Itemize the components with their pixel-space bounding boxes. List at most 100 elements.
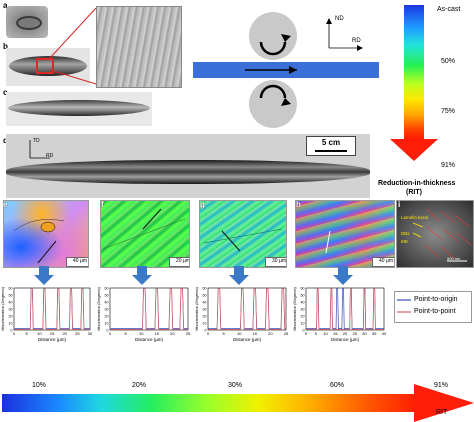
plot-ytick-g: 40	[203, 300, 207, 304]
down-arrow-e	[34, 266, 54, 285]
bottom-rit-tick-30: 30%	[228, 382, 243, 389]
plot-xtick-g: 20	[268, 331, 273, 336]
plot-xtick-h: 40	[382, 331, 387, 336]
plot-ytick-f: 30	[105, 307, 109, 311]
plot-frame-f	[109, 287, 189, 331]
sample-d-rd: RD	[46, 153, 54, 159]
series-point-to-origin-f	[110, 288, 188, 329]
down-arrow-f	[132, 266, 152, 285]
rit-arrowhead	[390, 139, 438, 161]
panel-label-b: b	[3, 42, 8, 51]
plot-ytick-h: 0	[303, 328, 305, 332]
plot-xtick-e: 30	[88, 331, 93, 336]
bottom-rit-tick-91: 91%	[434, 382, 449, 389]
plot-xtick-h: 30	[362, 331, 367, 336]
bottom-roll	[249, 80, 297, 128]
plot-ytick-e: 30	[9, 307, 13, 311]
bottom-rit-tick-10: 10%	[32, 382, 47, 389]
tem-image-i: Lamella bond DBs MB 500 nm	[396, 200, 474, 268]
scale-f: 20 µm	[169, 257, 189, 267]
top-roll	[249, 12, 297, 60]
bottom-rit-arrowhead	[414, 384, 474, 422]
rit-label-as-cast: As-cast	[437, 6, 461, 13]
down-arrow-g	[229, 266, 249, 285]
scale-h: 40 µm	[372, 257, 394, 267]
panel-label-i: i	[398, 200, 401, 209]
plot-ytick-g: 60	[203, 286, 207, 290]
ebsd-map-f: 20 µm	[100, 200, 190, 268]
plot-frame-g	[207, 287, 287, 331]
scale-box-d: 5 cm	[306, 136, 356, 156]
down-arrows	[34, 266, 353, 285]
plot-xtick-g: 5	[222, 331, 225, 336]
panel-label-e: e	[3, 200, 8, 209]
plot-ytick-h: 50	[301, 293, 305, 297]
plot-ytick-h: 20	[301, 314, 305, 318]
tem-annot-lamella: Lamella bond	[401, 215, 429, 220]
bottom-rit-tick-20: 20%	[132, 382, 147, 389]
panel-label-c: c	[3, 88, 7, 97]
panel-label-g: g	[200, 200, 205, 209]
legend-point-to-point: Point-to-point	[414, 308, 456, 315]
plot-ytick-f: 50	[105, 293, 109, 297]
plot-ytick-g: 20	[203, 314, 207, 318]
plot-xtick-e: 5	[26, 331, 29, 336]
plot-xtick-f: 25	[186, 331, 191, 336]
rolling-schematic	[193, 12, 379, 128]
plot-ytick-f: 0	[107, 328, 109, 332]
rit-gradient-shaft	[404, 5, 424, 140]
plot-xtick-g: 10	[237, 331, 242, 336]
plot-ytick-h: 40	[301, 300, 305, 304]
series-point-to-point-g	[208, 288, 286, 330]
scale-g: 30 µm	[265, 257, 286, 267]
tem-annot-dbs: DBs	[401, 231, 410, 236]
plot-xlabel-f: Distance (µm)	[135, 337, 164, 342]
plot-xtick-f: 20	[170, 331, 175, 336]
photo-c-rolled-strip	[6, 92, 152, 126]
scale-e: 40 µm	[66, 257, 88, 267]
sample-d-td: TD	[33, 138, 40, 144]
bottom-roll-rotation-arrow	[259, 84, 287, 99]
plot-ylabel-e: Misorientation (Degrees)	[0, 286, 5, 330]
top-roll-rotation-arrow	[259, 41, 287, 56]
series-point-to-point-f	[110, 288, 188, 330]
legend-point-to-origin: Point-to-origin	[414, 296, 458, 303]
rit-label-75: 75%	[441, 108, 456, 115]
plot-xtick-g: 15	[253, 331, 258, 336]
photo-b-plate	[6, 48, 90, 86]
plot-ytick-f: 40	[105, 300, 109, 304]
plot-ytick-e: 50	[9, 293, 13, 297]
ebsd-map-h: 40 µm	[295, 200, 395, 268]
plot-ytick-h: 10	[301, 321, 305, 325]
plot-ytick-h: 60	[301, 286, 305, 290]
plot-ytick-e: 40	[9, 300, 13, 304]
plot-ylabel-f: Misorientation (Degrees)	[96, 286, 101, 330]
plot-ylabel-g: Misorientation (Degrees)	[194, 286, 199, 330]
plot-xtick-f: 0	[109, 331, 112, 336]
rit-label-50: 50%	[441, 58, 456, 65]
plot-xtick-h: 25	[353, 331, 358, 336]
axis-label-nd: ND	[335, 16, 344, 22]
plot-xtick-e: 20	[62, 331, 67, 336]
panel-label-d: d	[3, 136, 8, 145]
sample-d-axes	[29, 140, 50, 159]
plot-ytick-e: 60	[9, 286, 13, 290]
plot-xtick-h: 15	[333, 331, 338, 336]
photo-a-ingot-section	[6, 6, 48, 38]
plot-ytick-g: 10	[203, 321, 207, 325]
tem-annot-mb: MB	[401, 239, 408, 244]
down-arrow-h	[333, 266, 353, 285]
series-point-to-origin-h	[306, 288, 384, 329]
plot-frame-e	[13, 287, 91, 331]
plot-xtick-g: 0	[207, 331, 210, 336]
plot-xtick-h: 5	[315, 331, 318, 336]
bottom-rit-tick-60: 60%	[330, 382, 345, 389]
plot-xtick-e: 10	[37, 331, 42, 336]
plot-frame-h	[305, 287, 385, 331]
series-point-to-origin-e	[14, 288, 90, 329]
plot-ytick-e: 20	[9, 314, 13, 318]
plot-legend: Point-to-origin Point-to-point	[394, 291, 472, 323]
plot-ytick-f: 10	[105, 321, 109, 325]
